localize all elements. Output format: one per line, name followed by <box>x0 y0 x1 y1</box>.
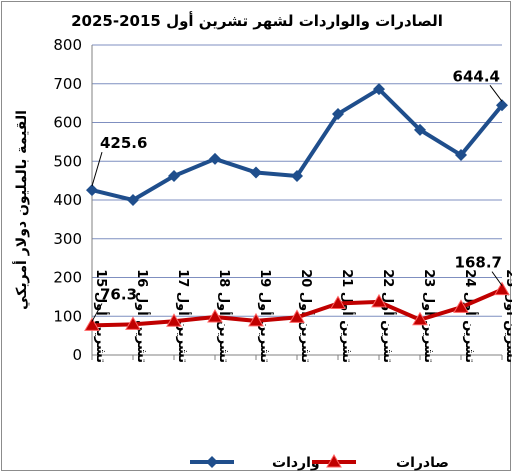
x-tick-label: تشرين أول 25 <box>503 269 512 363</box>
data-label-leader <box>91 303 103 322</box>
series-line <box>91 87 504 202</box>
series-exports <box>84 281 510 331</box>
data-point <box>453 299 469 313</box>
data-point <box>248 312 264 327</box>
data-point <box>326 454 342 468</box>
chart-title: الصادرات والواردات لشهر تشرين أول 2015-2… <box>71 11 443 30</box>
data-point <box>206 456 218 468</box>
x-tick-label: تشرين أول 15 <box>93 269 110 363</box>
legend-label: واردات <box>272 455 320 471</box>
data-point <box>125 316 141 330</box>
x-tick-label: تشرين أول 19 <box>257 269 274 363</box>
data-point <box>371 293 387 308</box>
data-label-leader <box>489 84 503 102</box>
axes <box>91 45 503 360</box>
data-point <box>127 194 139 206</box>
data-point <box>332 107 344 120</box>
data-point <box>373 83 385 96</box>
data-point <box>412 311 428 326</box>
legend: واردات صادرات <box>190 454 449 471</box>
data-point <box>86 184 98 197</box>
series-imports <box>86 83 508 206</box>
series-layer <box>84 83 510 331</box>
y-tick-label: 700 <box>53 75 82 93</box>
data-label: 644.4 <box>453 67 500 85</box>
data-point <box>291 169 303 182</box>
data-point <box>494 281 510 296</box>
data-label: 168.7 <box>455 254 502 272</box>
legend-label: صادرات <box>396 455 449 471</box>
x-tick-label: تشرين أول 16 <box>134 269 151 363</box>
data-point <box>455 149 467 162</box>
data-point <box>168 169 180 182</box>
data-point <box>84 317 100 331</box>
data-label: 76.3 <box>100 285 137 303</box>
legend-item: صادرات <box>312 454 449 471</box>
x-tick-label: تشرين أول 22 <box>380 269 397 363</box>
y-tick-label: 200 <box>53 269 82 287</box>
y-tick-label: 100 <box>53 307 82 325</box>
data-label-leader <box>91 151 103 187</box>
legend-item: واردات <box>190 455 320 471</box>
y-tick-label: 400 <box>53 191 82 209</box>
data-label-leader <box>491 271 503 286</box>
data-point <box>496 99 508 112</box>
y-tick-label: 500 <box>53 152 82 170</box>
x-tick-label: تشرين أول 24 <box>462 269 479 363</box>
data-point <box>330 295 346 309</box>
data-point <box>207 309 223 323</box>
y-axis-label: القيمة بالمليون دولار أمريكي <box>12 110 30 310</box>
x-tick-label: تشرين أول 21 <box>339 269 356 363</box>
y-tick-label: 300 <box>53 230 82 248</box>
data-point <box>209 152 221 165</box>
data-point <box>250 166 262 179</box>
y-tick-label: 600 <box>53 114 82 132</box>
grid-lines <box>92 44 502 317</box>
x-tick-label: تشرين أول 17 <box>175 269 192 363</box>
data-point <box>289 309 305 323</box>
data-label: 425.6 <box>100 134 147 152</box>
y-tick-label: 0 <box>72 346 82 364</box>
data-point <box>414 123 426 136</box>
y-axis-ticks: 0 100 200 300 400 500 600 700 800 <box>53 36 82 364</box>
data-point <box>166 313 182 327</box>
y-tick-label: 800 <box>53 36 82 54</box>
data-labels: 425.6 644.4 76.3 168.7 <box>91 67 503 322</box>
